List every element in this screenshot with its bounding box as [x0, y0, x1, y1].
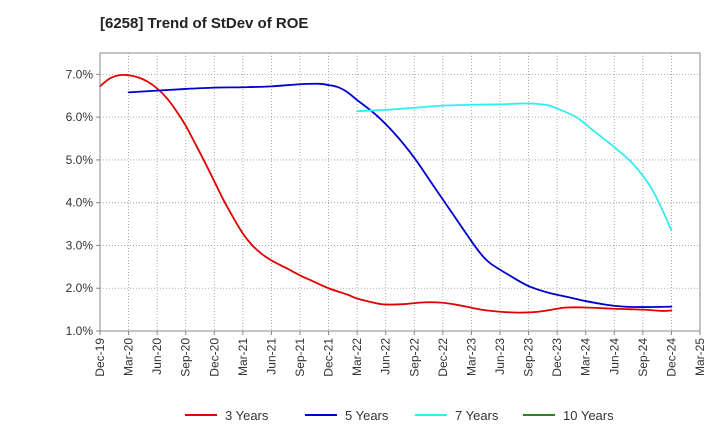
legend-label-10-years: 10 Years: [563, 408, 614, 423]
legend: 3 Years 5 Years 7 Years 10 Years: [185, 408, 614, 423]
x-tick-label: Sep-24: [636, 338, 650, 377]
y-tick-label: 7.0%: [66, 67, 94, 81]
series-line-7-years: [356, 102, 673, 231]
x-tick-label: Jun-22: [379, 338, 393, 375]
x-tick-label: Sep-23: [522, 338, 536, 377]
x-tick-label: Jun-20: [150, 338, 164, 375]
x-tick-label: Mar-21: [236, 338, 250, 376]
x-tick-label: Mar-20: [122, 338, 136, 376]
y-tick-label: 1.0%: [66, 324, 94, 338]
series-line-3-years: [99, 73, 673, 314]
y-axis: 1.0% 2.0% 3.0% 4.0% 5.0% 6.0% 7.0%: [66, 67, 100, 338]
x-tick-label: Sep-22: [407, 338, 421, 377]
x-tick-label: Mar-25: [693, 338, 707, 376]
series-line-5-years: [127, 82, 673, 308]
x-tick-label: Dec-21: [322, 338, 336, 377]
plot-frame: [99, 52, 701, 332]
x-tick-label: Sep-20: [179, 338, 193, 377]
x-tick-label: Dec-19: [93, 338, 107, 377]
x-tick-label: Mar-22: [350, 338, 364, 376]
legend-label-5-years: 5 Years: [345, 408, 389, 423]
x-tick-label: Jun-24: [607, 338, 621, 375]
x-tick-label: Jun-21: [264, 338, 278, 375]
legend-label-7-years: 7 Years: [455, 408, 499, 423]
x-tick-label: Dec-20: [207, 338, 221, 377]
plot-area: [100, 53, 700, 331]
x-tick-label: Mar-23: [464, 338, 478, 376]
series-group: [99, 73, 673, 314]
y-tick-label: 6.0%: [66, 110, 94, 124]
x-tick-label: Sep-21: [293, 338, 307, 377]
x-tick-label: Mar-24: [579, 338, 593, 376]
x-tick-label: Dec-24: [664, 338, 678, 377]
x-axis: Dec-19 Mar-20 Jun-20 Sep-20 Dec-20 Mar-21 Jun-…: [93, 331, 707, 377]
y-tick-label: 2.0%: [66, 281, 94, 295]
x-tick-label: Jun-23: [493, 338, 507, 375]
y-tick-label: 5.0%: [66, 153, 94, 167]
y-tick-label: 3.0%: [66, 238, 94, 252]
legend-label-3-years: 3 Years: [225, 408, 269, 423]
x-tick-label: Dec-23: [550, 338, 564, 377]
chart-title: [6258] Trend of StDev of ROE: [100, 15, 308, 32]
x-tick-label: Dec-22: [436, 338, 450, 377]
y-tick-label: 4.0%: [66, 196, 94, 210]
